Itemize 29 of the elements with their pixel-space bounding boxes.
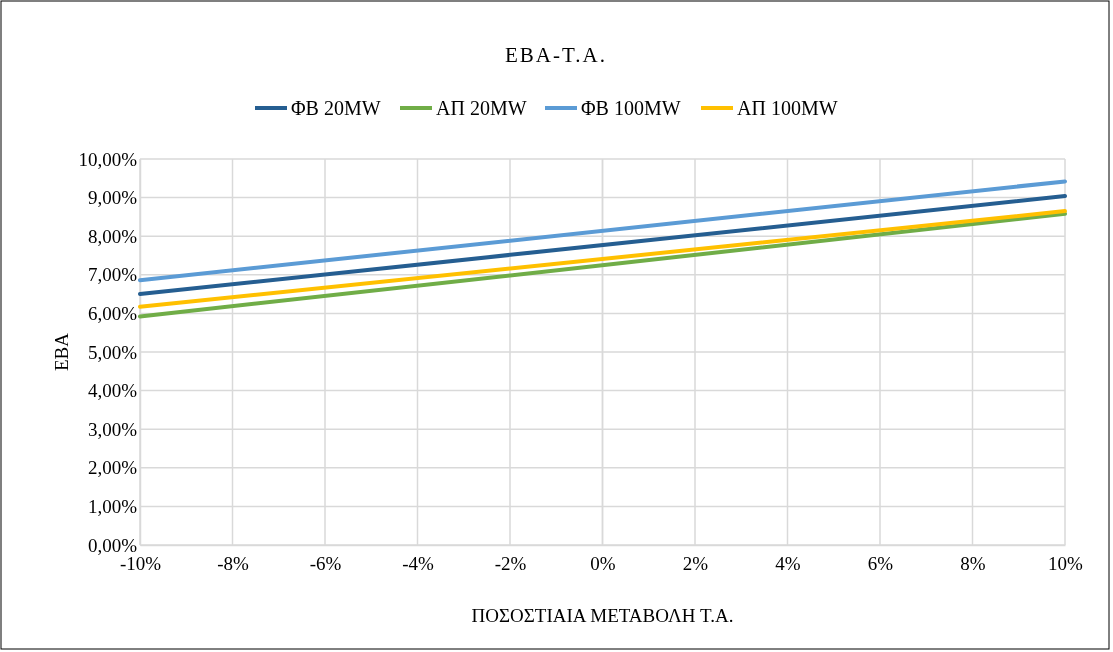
y-tick-label: 9,00%	[87, 187, 138, 209]
x-tick-label: -4%	[402, 553, 434, 575]
x-tick-label: 8%	[960, 553, 986, 575]
x-tick-label: -6%	[309, 553, 342, 575]
y-tick-label: 0,00%	[87, 534, 138, 556]
y-tick-label: 6,00%	[87, 302, 138, 324]
y-tick-label: 4,00%	[87, 380, 138, 402]
chart-title: ΕΒΑ-Τ.Α.	[505, 43, 607, 67]
x-tick-label: 10%	[1048, 553, 1084, 575]
legend-label: ΑΠ 20MW	[436, 97, 527, 119]
x-tick-label: 6%	[867, 553, 894, 575]
x-tick-label: 2%	[682, 553, 709, 575]
legend-label: ΑΠ 100MW	[737, 97, 838, 119]
y-tick-label: 7,00%	[87, 264, 138, 286]
x-tick-label: 0%	[590, 553, 616, 575]
x-tick-label: -2%	[494, 553, 527, 575]
y-tick-label: 5,00%	[87, 341, 138, 363]
x-tick-label: 4%	[775, 553, 801, 575]
x-tick-label: -10%	[119, 553, 162, 575]
y-tick-label: 8,00%	[87, 225, 138, 247]
legend-label: ΦΒ 20MW	[291, 97, 381, 119]
legend-label: ΦΒ 100MW	[581, 97, 681, 119]
y-axis-title: ΕΒΑ	[51, 332, 72, 371]
x-axis-title: ΠΟΣΟΣΤΙΑΙΑ ΜΕΤΑΒΟΛΗ Τ.Α.	[471, 605, 734, 626]
x-tick-label: -8%	[217, 553, 249, 575]
y-tick-label: 10,00%	[78, 148, 138, 170]
y-tick-label: 2,00%	[87, 457, 138, 479]
y-tick-label: 3,00%	[87, 418, 138, 440]
y-tick-label: 1,00%	[87, 495, 138, 517]
